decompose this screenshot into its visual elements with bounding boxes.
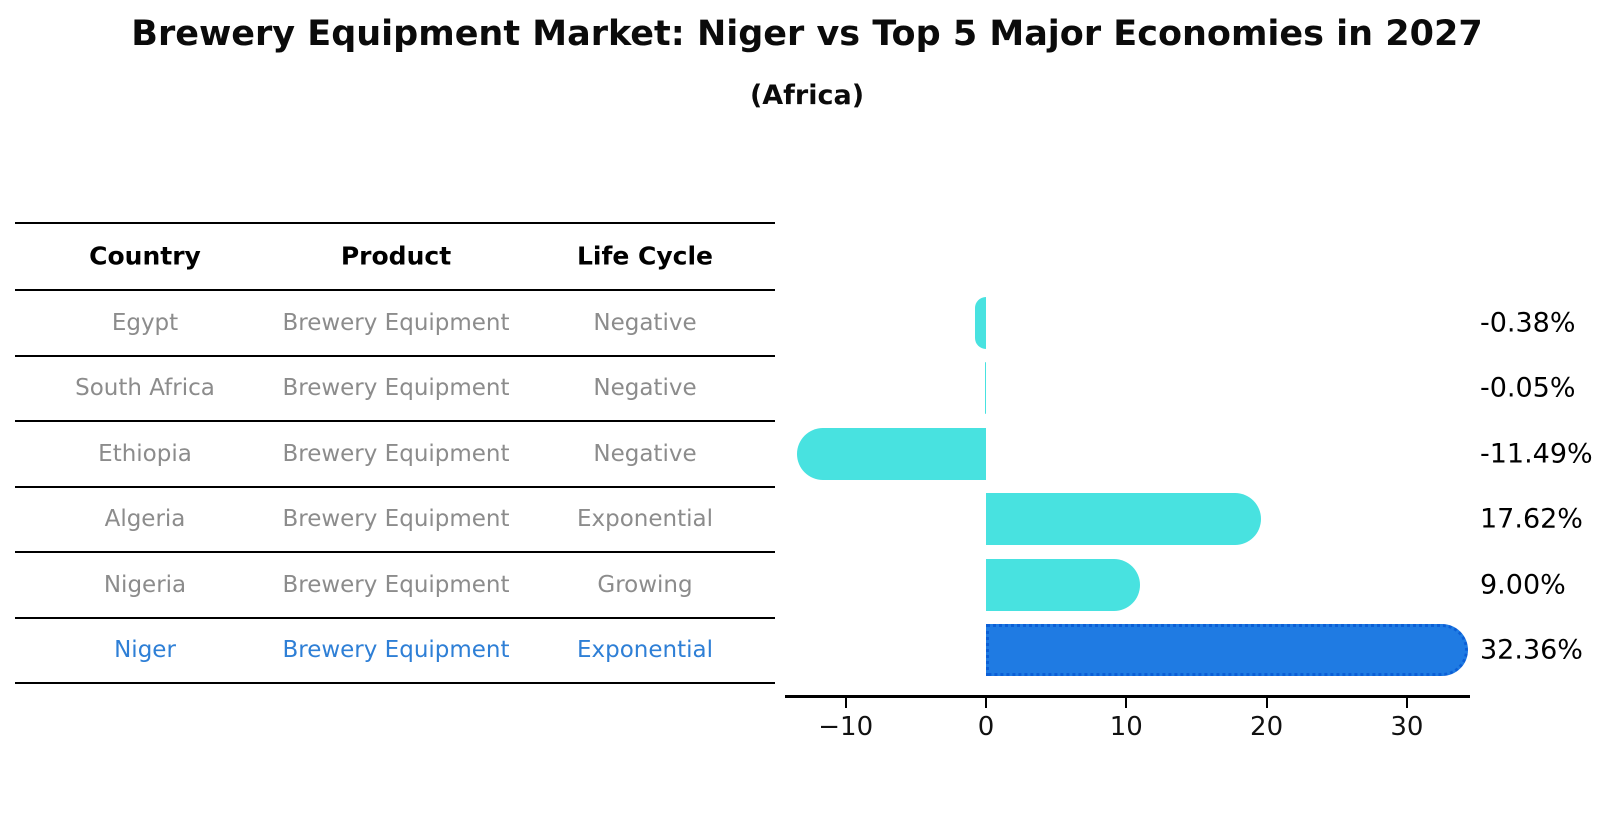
table-row-line [15, 551, 775, 553]
table-cell-life-cycle: Exponential [576, 506, 714, 533]
chart-subtitle: (Africa) [749, 80, 865, 111]
chart-title: Brewery Equipment Market: Niger vs Top 5… [131, 14, 1483, 54]
table-cell-country: Niger [114, 637, 176, 664]
table-cell-country: Nigeria [103, 571, 187, 598]
table-cell-product: Brewery Equipment [282, 637, 510, 664]
table-row-line [15, 289, 775, 291]
value-label: 32.36% [1480, 634, 1583, 666]
table-header-country: Country [89, 241, 201, 271]
x-axis-tick-label: −10 [818, 712, 874, 742]
table-cell-country: Algeria [104, 506, 186, 533]
table-row-line [15, 682, 775, 684]
x-axis-spine [785, 695, 1470, 698]
y-axis-tick [756, 616, 774, 619]
table-cell-product: Brewery Equipment [282, 571, 510, 598]
table-row-line [15, 420, 775, 422]
y-axis-tick [756, 420, 774, 422]
table-cell-product: Brewery Equipment [282, 375, 510, 402]
y-axis-tick [756, 551, 774, 553]
value-label: -0.38% [1480, 307, 1576, 339]
table-cell-life-cycle: Exponential [576, 637, 714, 664]
table-cell-product: Brewery Equipment [282, 506, 510, 533]
x-axis-tick [844, 698, 847, 708]
table-header-product: Product [340, 241, 452, 271]
table-header-life-cycle: Life Cycle [576, 241, 714, 271]
value-label: 9.00% [1480, 569, 1566, 601]
table-row-line [15, 222, 775, 224]
table-cell-product: Brewery Equipment [282, 309, 510, 336]
table-row-line [15, 485, 775, 488]
x-axis-tick-label: 30 [1390, 712, 1424, 742]
bar-highlighted [986, 624, 1468, 677]
table-cell-country: South Africa [75, 375, 215, 402]
table-cell-life-cycle: Negative [593, 309, 697, 336]
y-axis-tick [756, 289, 774, 291]
table-row-line [15, 616, 775, 619]
table-cell-product: Brewery Equipment [282, 440, 510, 467]
table-cell-life-cycle: Negative [593, 375, 697, 402]
value-label: -11.49% [1480, 438, 1593, 470]
table-row-line [15, 354, 775, 357]
table-cell-country: Ethiopia [98, 440, 192, 467]
y-axis-tick [756, 485, 774, 488]
bar [986, 493, 1262, 546]
bar [975, 296, 986, 349]
x-axis-tick [1265, 698, 1268, 708]
y-axis-tick [756, 354, 774, 357]
bar [986, 558, 1141, 611]
x-axis-tick-label: 0 [977, 712, 995, 742]
x-axis-tick-label: 10 [1109, 712, 1143, 742]
table-cell-country: Egypt [111, 309, 179, 336]
value-label: 17.62% [1480, 503, 1583, 535]
bar [796, 427, 986, 480]
x-axis-tick [1125, 698, 1128, 708]
value-label: -0.05% [1480, 372, 1576, 404]
bar [984, 362, 986, 415]
table-cell-life-cycle: Growing [597, 571, 693, 598]
x-axis-tick-label: 20 [1250, 712, 1284, 742]
x-axis-tick [985, 698, 987, 708]
table-cell-life-cycle: Negative [593, 440, 697, 467]
y-axis-tick [756, 682, 774, 684]
x-axis-tick [1405, 698, 1408, 708]
